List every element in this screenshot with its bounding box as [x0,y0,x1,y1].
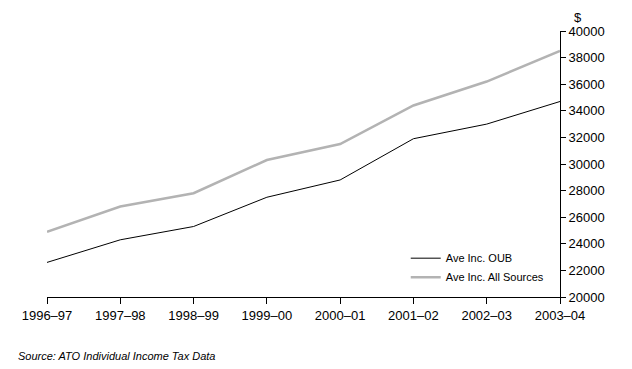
svg-text:1998–99: 1998–99 [168,308,219,323]
svg-text:30000: 30000 [569,157,605,172]
svg-text:2000–01: 2000–01 [315,308,366,323]
svg-text:2001–02: 2001–02 [388,308,439,323]
svg-text:1999–00: 1999–00 [242,308,293,323]
svg-text:34000: 34000 [569,103,605,118]
svg-text:2003–04: 2003–04 [535,308,586,323]
svg-text:22000: 22000 [569,263,605,278]
svg-text:20000: 20000 [569,290,605,305]
svg-text:1996–97: 1996–97 [22,308,73,323]
svg-text:40000: 40000 [569,24,605,39]
svg-text:1997–98: 1997–98 [95,308,146,323]
svg-text:Source: ATO Individual Income: Source: ATO Individual Income Tax Data [18,350,216,362]
svg-text:Ave Inc. All Sources: Ave Inc. All Sources [446,271,544,283]
svg-text:2002–03: 2002–03 [461,308,512,323]
svg-text:$: $ [574,10,582,25]
svg-text:32000: 32000 [569,130,605,145]
svg-text:38000: 38000 [569,50,605,65]
svg-text:24000: 24000 [569,236,605,251]
svg-text:26000: 26000 [569,210,605,225]
svg-text:Ave Inc. OUB: Ave Inc. OUB [446,252,512,264]
svg-text:36000: 36000 [569,77,605,92]
svg-text:28000: 28000 [569,183,605,198]
